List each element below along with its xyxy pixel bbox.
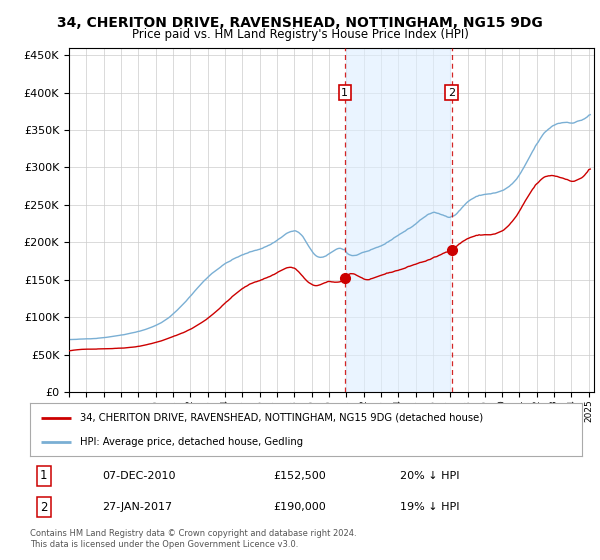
Text: 27-JAN-2017: 27-JAN-2017 <box>102 502 172 512</box>
Text: 2: 2 <box>448 87 455 97</box>
Text: 1: 1 <box>40 469 47 482</box>
Text: £152,500: £152,500 <box>273 471 326 481</box>
Text: Price paid vs. HM Land Registry's House Price Index (HPI): Price paid vs. HM Land Registry's House … <box>131 28 469 41</box>
Text: 20% ↓ HPI: 20% ↓ HPI <box>400 471 460 481</box>
Text: £190,000: £190,000 <box>273 502 326 512</box>
Text: 1: 1 <box>341 87 348 97</box>
Text: 07-DEC-2010: 07-DEC-2010 <box>102 471 175 481</box>
Text: 19% ↓ HPI: 19% ↓ HPI <box>400 502 460 512</box>
Text: 34, CHERITON DRIVE, RAVENSHEAD, NOTTINGHAM, NG15 9DG (detached house): 34, CHERITON DRIVE, RAVENSHEAD, NOTTINGH… <box>80 413 483 423</box>
Text: Contains HM Land Registry data © Crown copyright and database right 2024.
This d: Contains HM Land Registry data © Crown c… <box>30 529 356 549</box>
Text: 2: 2 <box>40 501 47 514</box>
Text: 34, CHERITON DRIVE, RAVENSHEAD, NOTTINGHAM, NG15 9DG: 34, CHERITON DRIVE, RAVENSHEAD, NOTTINGH… <box>57 16 543 30</box>
Text: HPI: Average price, detached house, Gedling: HPI: Average price, detached house, Gedl… <box>80 437 303 447</box>
